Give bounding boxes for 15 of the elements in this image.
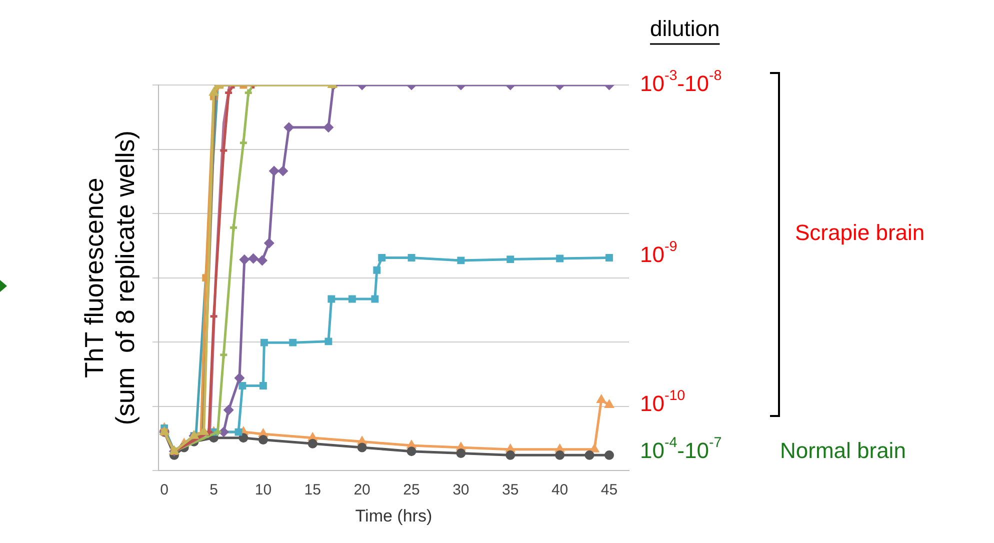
x-tick-label: 40 [551, 482, 568, 499]
x-tick-label: 35 [502, 482, 519, 499]
x-tick-label: 10 [254, 482, 272, 499]
x-axis-title: Time (hrs) [355, 506, 432, 526]
x-tick-label: 20 [354, 482, 370, 499]
text: Scrapie brain [795, 220, 925, 246]
x-tick-label: 30 [452, 482, 470, 499]
text: dilution [650, 16, 720, 42]
y-axis-title: ThT fluorescence (sum of 8 replicate wells) [78, 130, 140, 426]
x-tick-label: 5 [210, 482, 218, 499]
x-tick-label: 15 [304, 482, 321, 499]
x-tick-label: 0 [160, 482, 169, 499]
x-tick-label: 25 [403, 482, 420, 499]
x-tick-label: 45 [600, 482, 618, 499]
text: Normal brain [780, 438, 906, 464]
